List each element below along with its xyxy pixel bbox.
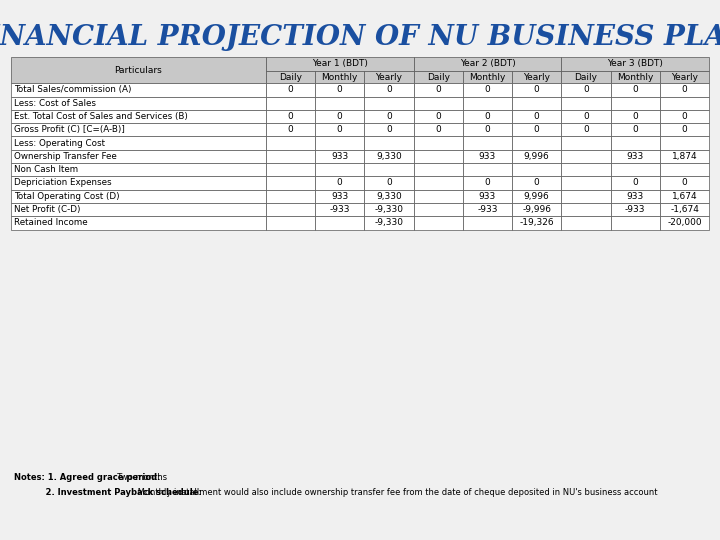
Text: 0: 0 bbox=[534, 112, 539, 121]
Text: Depriciation Expenses: Depriciation Expenses bbox=[14, 179, 112, 187]
Text: 0: 0 bbox=[337, 112, 343, 121]
Text: -933: -933 bbox=[625, 205, 646, 214]
Text: 0: 0 bbox=[287, 112, 293, 121]
Text: 0: 0 bbox=[534, 85, 539, 94]
Text: -9,330: -9,330 bbox=[374, 218, 403, 227]
Text: 0: 0 bbox=[436, 125, 441, 134]
Text: 1,874: 1,874 bbox=[672, 152, 698, 161]
Text: 0: 0 bbox=[632, 85, 638, 94]
Text: Two months: Two months bbox=[112, 472, 167, 482]
Text: Less: Operating Cost: Less: Operating Cost bbox=[14, 139, 104, 147]
Text: 933: 933 bbox=[479, 152, 496, 161]
Text: Monthly: Monthly bbox=[469, 72, 505, 82]
Text: -20,000: -20,000 bbox=[667, 218, 702, 227]
Text: 0: 0 bbox=[287, 85, 293, 94]
Text: Year 1 (BDT): Year 1 (BDT) bbox=[312, 59, 368, 68]
Text: 933: 933 bbox=[626, 192, 644, 201]
Text: 0: 0 bbox=[682, 179, 688, 187]
Text: 0: 0 bbox=[485, 112, 490, 121]
Text: Monthly installment would also include ownership transfer fee from the date of c: Monthly installment would also include o… bbox=[135, 488, 658, 497]
Text: 0: 0 bbox=[485, 85, 490, 94]
Text: 0: 0 bbox=[436, 85, 441, 94]
Text: 0: 0 bbox=[632, 179, 638, 187]
Text: 9,996: 9,996 bbox=[524, 192, 549, 201]
Text: 9,996: 9,996 bbox=[524, 152, 549, 161]
Text: 933: 933 bbox=[331, 152, 348, 161]
Text: 9,330: 9,330 bbox=[376, 192, 402, 201]
Text: Est. Total Cost of Sales and Services (B): Est. Total Cost of Sales and Services (B… bbox=[14, 112, 187, 121]
Text: 0: 0 bbox=[534, 125, 539, 134]
Text: 933: 933 bbox=[331, 192, 348, 201]
Text: Notes: 1. Agreed grace period:: Notes: 1. Agreed grace period: bbox=[14, 472, 161, 482]
Text: Total Operating Cost (D): Total Operating Cost (D) bbox=[14, 192, 120, 201]
Text: 0: 0 bbox=[534, 179, 539, 187]
Text: Daily: Daily bbox=[575, 72, 598, 82]
Text: 933: 933 bbox=[479, 192, 496, 201]
Text: 0: 0 bbox=[632, 112, 638, 121]
Text: 933: 933 bbox=[626, 152, 644, 161]
Text: FINANCIAL PROJECTION OF NU BUSINESS PLAN: FINANCIAL PROJECTION OF NU BUSINESS PLAN bbox=[0, 24, 720, 51]
Text: 0: 0 bbox=[632, 125, 638, 134]
Text: Daily: Daily bbox=[279, 72, 302, 82]
Text: -1,674: -1,674 bbox=[670, 205, 699, 214]
Text: 0: 0 bbox=[583, 112, 589, 121]
Text: Yearly: Yearly bbox=[671, 72, 698, 82]
Text: -933: -933 bbox=[329, 205, 350, 214]
Text: Total Sales/commission (A): Total Sales/commission (A) bbox=[14, 85, 131, 94]
Text: Particulars: Particulars bbox=[114, 65, 162, 75]
Text: 1,674: 1,674 bbox=[672, 192, 698, 201]
Text: 0: 0 bbox=[386, 179, 392, 187]
Text: 9,330: 9,330 bbox=[376, 152, 402, 161]
Text: Ownership Transfer Fee: Ownership Transfer Fee bbox=[14, 152, 117, 161]
Text: -933: -933 bbox=[477, 205, 498, 214]
Text: Yearly: Yearly bbox=[523, 72, 550, 82]
Text: Less: Cost of Sales: Less: Cost of Sales bbox=[14, 99, 96, 108]
Text: Retained Income: Retained Income bbox=[14, 218, 87, 227]
Text: 0: 0 bbox=[386, 85, 392, 94]
Text: 0: 0 bbox=[337, 179, 343, 187]
Text: Gross Profit (C) [C=(A-B)]: Gross Profit (C) [C=(A-B)] bbox=[14, 125, 125, 134]
Text: 2. Investment Payback schedule:: 2. Investment Payback schedule: bbox=[14, 488, 202, 497]
Text: Monthly: Monthly bbox=[321, 72, 358, 82]
Text: 0: 0 bbox=[682, 112, 688, 121]
Text: Monthly: Monthly bbox=[617, 72, 654, 82]
Text: 0: 0 bbox=[485, 179, 490, 187]
Text: 0: 0 bbox=[287, 125, 293, 134]
Text: -9,330: -9,330 bbox=[374, 205, 403, 214]
Text: Year 3 (BDT): Year 3 (BDT) bbox=[608, 59, 663, 68]
Text: 0: 0 bbox=[682, 85, 688, 94]
Text: 0: 0 bbox=[337, 125, 343, 134]
Text: 0: 0 bbox=[386, 112, 392, 121]
Text: 0: 0 bbox=[583, 125, 589, 134]
Text: -9,996: -9,996 bbox=[522, 205, 552, 214]
Text: 0: 0 bbox=[583, 85, 589, 94]
Text: Daily: Daily bbox=[427, 72, 450, 82]
Text: Yearly: Yearly bbox=[375, 72, 402, 82]
Text: 0: 0 bbox=[386, 125, 392, 134]
Text: Net Profit (C-D): Net Profit (C-D) bbox=[14, 205, 80, 214]
Text: 0: 0 bbox=[485, 125, 490, 134]
Text: Year 2 (BDT): Year 2 (BDT) bbox=[459, 59, 516, 68]
Text: Non Cash Item: Non Cash Item bbox=[14, 165, 78, 174]
Text: -19,326: -19,326 bbox=[519, 218, 554, 227]
Text: 0: 0 bbox=[682, 125, 688, 134]
Text: 0: 0 bbox=[337, 85, 343, 94]
Text: 0: 0 bbox=[436, 112, 441, 121]
